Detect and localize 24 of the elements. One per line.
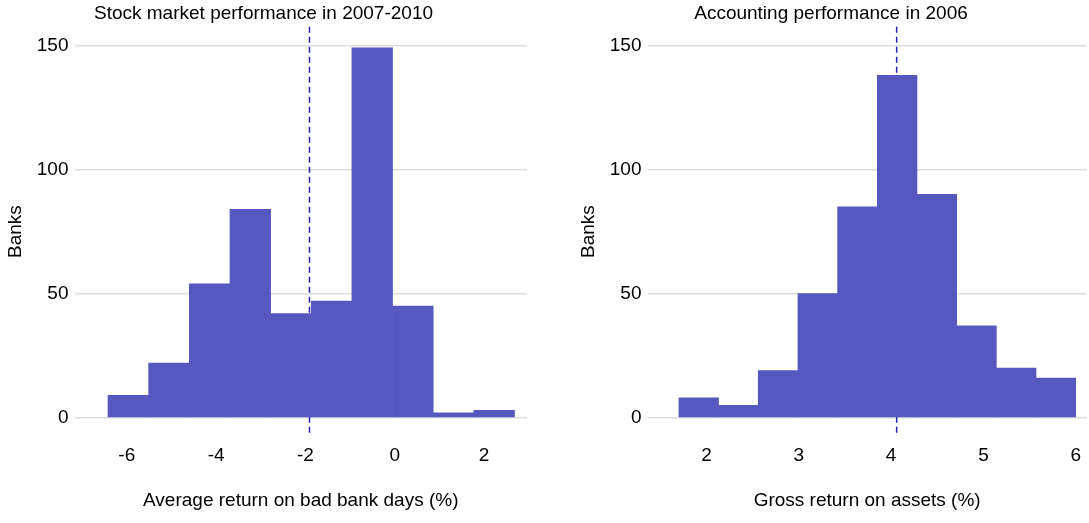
y-tick-label: 100 — [36, 157, 69, 179]
x-tick-label: 6 — [1070, 444, 1082, 466]
y-tick-label: 0 — [630, 406, 642, 428]
y-tick-label: 150 — [609, 33, 642, 55]
y-tick-label: 50 — [47, 281, 69, 303]
y-axis-title: Banks — [3, 205, 25, 259]
x-tick-label: 5 — [978, 444, 989, 466]
chart-title: Accounting performance in 2006 — [694, 1, 968, 23]
y-tick-label: 150 — [36, 33, 69, 55]
chart-title: Stock market performance in 2007-2010 — [93, 1, 434, 23]
x-tick-label: -4 — [207, 444, 225, 466]
x-axis-title: Average return on bad bank days (%) — [143, 488, 459, 510]
y-tick-label: 100 — [609, 157, 642, 179]
x-tick-label: 0 — [389, 444, 401, 466]
y-tick-label: 0 — [57, 406, 69, 428]
y-axis-title: Banks — [576, 205, 598, 259]
x-axis-title: Gross return on assets (%) — [753, 488, 981, 510]
x-tick-label: 2 — [478, 444, 490, 466]
x-tick-label: 4 — [885, 444, 897, 466]
x-tick-label: -6 — [118, 444, 136, 466]
y-tick-label: 50 — [620, 281, 642, 303]
x-tick-label: 2 — [701, 444, 712, 466]
x-tick-label: -2 — [296, 444, 314, 466]
x-tick-label: 3 — [793, 444, 805, 466]
